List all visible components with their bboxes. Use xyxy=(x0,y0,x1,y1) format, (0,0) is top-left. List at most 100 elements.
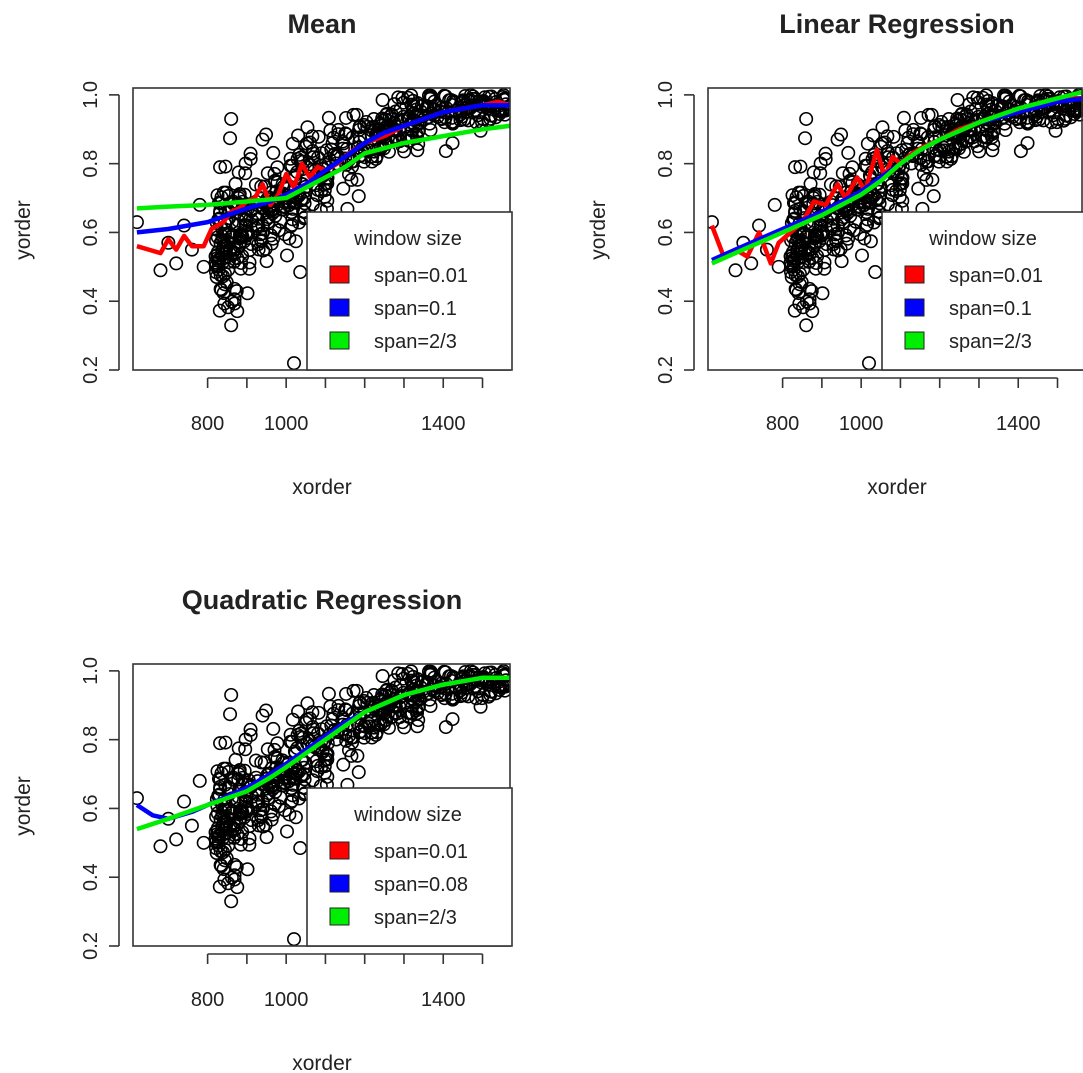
series-line-span-2-3 xyxy=(136,675,510,832)
scatter-point xyxy=(346,107,361,122)
scatter-point xyxy=(293,265,308,280)
scatter-point xyxy=(866,215,881,230)
scatter-point xyxy=(169,256,184,271)
scatter-point xyxy=(880,197,895,212)
scatter-point xyxy=(321,110,336,125)
y-axis-title: yorder xyxy=(12,776,35,836)
scatter-point xyxy=(346,683,361,698)
scatter-point xyxy=(196,259,211,274)
scatter-point xyxy=(230,817,245,832)
legend-swatch xyxy=(329,907,350,926)
scatter-point xyxy=(192,773,207,788)
scatter-point xyxy=(963,104,978,119)
scatter-point xyxy=(921,154,936,169)
fit-lines xyxy=(709,89,1083,266)
scatter-point xyxy=(857,231,872,246)
scatter-point xyxy=(819,237,834,252)
scatter-point xyxy=(253,227,268,242)
scatter-point xyxy=(799,111,814,126)
scatter-point xyxy=(817,255,832,270)
scatter-point xyxy=(785,248,800,263)
y-tick-label: 0.2 xyxy=(80,356,102,384)
legend-entry-label: span=0.01 xyxy=(949,265,1043,287)
scatter-point xyxy=(240,286,255,301)
scatter-point xyxy=(920,159,935,174)
legend-title: window size xyxy=(353,228,462,250)
chart-panel-1: Mean 800 1000 1400 0.2 0.4 0.6 0.8 1.0 xorder yord… xyxy=(12,9,513,499)
scatter-point xyxy=(339,127,354,142)
scatter-point xyxy=(788,160,803,175)
scatter-point xyxy=(291,791,306,806)
scatter-point xyxy=(834,254,849,269)
scatter-point xyxy=(798,131,813,146)
scatter-point xyxy=(796,189,811,204)
scatter-point xyxy=(830,132,845,147)
scatter-point xyxy=(305,773,320,788)
legend-entry-label: span=2/3 xyxy=(374,907,457,929)
chart-panel-2: Linear Regression 800 1000 1400 0.2 0.4 0.6 0.8… xyxy=(587,9,1083,499)
scatter-point xyxy=(423,91,438,106)
legend-title: window size xyxy=(353,804,462,826)
scatter-point xyxy=(221,765,236,780)
scatter-point xyxy=(320,193,335,208)
scatter-point xyxy=(288,810,303,825)
legend-entry-label: span=0.08 xyxy=(374,874,468,896)
y-tick-label: 0.4 xyxy=(655,287,677,315)
scatter-point xyxy=(224,894,239,909)
scatter-point xyxy=(306,726,321,741)
scatter-point xyxy=(829,233,844,248)
scatter-point xyxy=(287,932,302,946)
scatter-point xyxy=(244,813,259,828)
scatter-point xyxy=(351,765,366,780)
series-line-span-0-1 xyxy=(136,102,510,235)
scatter-point xyxy=(254,179,269,194)
scatter-point xyxy=(266,721,281,736)
legend-swatch xyxy=(329,298,350,317)
scatter-point xyxy=(294,192,309,207)
scatter-point xyxy=(217,296,232,311)
scatter-point xyxy=(255,132,270,147)
scatter-point xyxy=(217,872,232,887)
scatter-point xyxy=(787,303,802,318)
scatter-point xyxy=(862,356,877,370)
scatter-point xyxy=(875,120,890,135)
scatter-point xyxy=(387,673,402,688)
scatter-point xyxy=(893,176,908,191)
y-axis: 0.2 0.4 0.6 0.8 1.0 xyxy=(80,657,120,960)
scatter-point xyxy=(133,215,144,230)
scatter-point xyxy=(153,839,168,854)
scatter-point xyxy=(259,254,274,269)
y-tick-label: 0.2 xyxy=(655,356,677,384)
scatter-point xyxy=(998,91,1013,106)
scatter-point xyxy=(483,687,498,702)
scatter-point xyxy=(939,154,954,169)
scatter-point xyxy=(210,824,225,839)
scatter-point xyxy=(331,698,346,713)
scatter-point xyxy=(324,142,339,157)
scatter-point xyxy=(350,748,365,763)
scatter-point xyxy=(318,752,333,767)
scatter-point xyxy=(375,669,390,684)
scatter-point xyxy=(184,818,199,833)
scatter-point xyxy=(483,111,498,126)
scatter-point xyxy=(212,879,227,894)
scatter-point xyxy=(282,807,297,822)
scatter-point xyxy=(858,151,873,166)
scatter-point xyxy=(906,122,921,137)
scatter-point xyxy=(283,727,298,742)
scatter-point xyxy=(869,192,884,207)
scatter-point xyxy=(956,144,971,159)
scatter-point xyxy=(458,89,473,104)
scatter-point xyxy=(234,228,249,243)
scatter-point xyxy=(255,708,270,723)
scatter-point xyxy=(223,707,238,722)
scatter-point xyxy=(784,269,799,284)
scatter-point xyxy=(293,841,308,856)
scatter-point xyxy=(216,286,231,301)
scatter-point xyxy=(889,184,904,199)
y-tick-label: 1.0 xyxy=(80,81,102,109)
scatter-point xyxy=(388,104,403,119)
scatter-point xyxy=(285,712,300,727)
scatter-point xyxy=(841,145,856,160)
